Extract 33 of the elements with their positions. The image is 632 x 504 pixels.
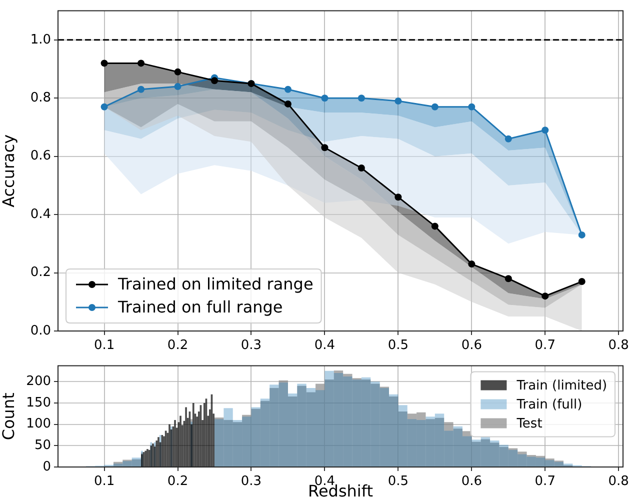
y-tick-label: 0 <box>42 459 51 474</box>
y-tick-label: 0.4 <box>30 206 51 222</box>
x-tick-label: 0.4 <box>314 338 336 354</box>
y-tick-label: 1.0 <box>30 32 51 48</box>
legend-label: Test <box>516 416 542 432</box>
x-tick-label: 0.3 <box>240 474 262 490</box>
y-tick-label: 0.2 <box>30 265 51 280</box>
legend-label: Trained on limited range <box>117 274 314 294</box>
legend-label: Trained on full range <box>117 298 283 317</box>
y-tick-label: 100 <box>26 416 51 432</box>
y-tick-label: 0.8 <box>30 90 51 106</box>
x-tick-label: 0.5 <box>388 338 409 354</box>
x-tick-label: 0.2 <box>167 474 188 490</box>
x-tick-label: 0.2 <box>167 338 188 354</box>
legend-label: Train (full) <box>516 398 582 413</box>
y-tick-label: 0.6 <box>30 148 51 164</box>
y-tick-label: 150 <box>26 395 51 410</box>
x-tick-label: 0.5 <box>388 474 409 490</box>
x-tick-label: 0.8 <box>608 338 629 354</box>
legend-label: Train (limited) <box>516 378 608 394</box>
x-tick-label: 0.6 <box>461 474 482 490</box>
x-tick-label: 0.8 <box>608 474 629 490</box>
x-tick-label: 0.1 <box>94 338 115 354</box>
y-axis-title: Accuracy <box>0 134 18 208</box>
y-tick-label: 0.0 <box>30 323 51 338</box>
x-tick-label: 0.7 <box>534 474 556 490</box>
y-tick-label: 200 <box>26 374 51 389</box>
y-axis-title: Count <box>0 392 18 440</box>
y-tick-label: 50 <box>34 438 51 454</box>
x-tick-label: 0.7 <box>534 338 556 354</box>
x-tick-label: 0.3 <box>240 338 262 354</box>
x-tick-label: 0.1 <box>94 474 115 490</box>
x-tick-label: 0.6 <box>461 338 482 354</box>
